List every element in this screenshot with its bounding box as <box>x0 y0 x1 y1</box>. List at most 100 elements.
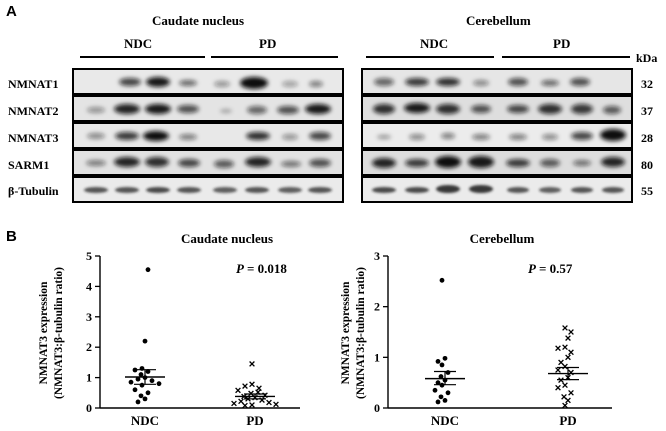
chart-caudate-pd-point <box>235 387 241 394</box>
chart-caudate-ylabel-line1: NMNAT3 expression <box>38 281 50 384</box>
chart-cerebellum-ndc-point <box>442 398 448 403</box>
chart-cerebellum-ylabel-line1: NMNAT3 expression <box>340 281 352 384</box>
chart-cerebellum-pd-point <box>562 402 568 409</box>
chart-caudate-ndc-point <box>135 399 141 405</box>
chart-caudate-pvalue-text: = 0.018 <box>247 261 287 276</box>
chart-caudate-pd-point <box>242 383 248 389</box>
chart-cerebellum-ndc-point <box>435 399 441 405</box>
chart-caudate-pd-point <box>248 390 254 397</box>
chart-caudate-ndc-point <box>139 382 145 388</box>
chart-caudate-pd-point <box>273 401 279 408</box>
chart-caudate-pd-point <box>249 381 255 388</box>
chart-cerebellum-pd-point <box>555 384 561 391</box>
chart-caudate-ndc-point <box>135 376 141 382</box>
chart-cerebellum-pvalue-symbol: P <box>528 261 537 276</box>
caudate-ndc-bar <box>80 56 205 58</box>
cerebellum-ndc-label: NDC <box>420 36 449 51</box>
chart-cerebellum-pd-point <box>565 354 571 361</box>
chart-caudate-ndc-point <box>149 378 155 384</box>
chart-cerebellum-pd-point <box>565 397 571 404</box>
chart-caudate-pd-point <box>238 398 244 405</box>
chart-cerebellum-ndc-point <box>439 277 445 283</box>
chart-caudate-ytick-label: 5 <box>86 249 92 263</box>
chart-cerebellum-pd-point <box>562 382 568 389</box>
chart-caudate-ndc-point <box>142 396 148 402</box>
cerebellum-blot-image <box>361 68 633 203</box>
row-label-nmnat1: NMNAT1 <box>8 77 59 91</box>
chart-cerebellum-ndc-point <box>432 387 438 393</box>
caudate-pd-label: PD <box>259 36 277 51</box>
chart-caudate-ndc-point <box>138 372 144 377</box>
caudate-pd-bar <box>211 56 338 58</box>
chart-caudate-ndc-point <box>156 381 162 387</box>
kda-beta-tubulin: 55 <box>641 184 653 198</box>
kda-nmnat3: 28 <box>641 131 653 145</box>
western-blot-images <box>72 68 633 203</box>
kda-sarm1: 80 <box>641 158 653 172</box>
chart-caudate-pvalue-symbol: P <box>236 261 245 276</box>
kda-header: kDa <box>636 51 658 65</box>
chart-cerebellum-pd-point <box>568 329 574 335</box>
chart-caudate-ndc-point <box>145 267 151 273</box>
caudate-blot-image <box>72 68 344 203</box>
cerebellum-pd-label: PD <box>553 36 571 51</box>
chart-cerebellum-pd-point <box>568 349 574 356</box>
chart-cerebellum-pd-point <box>562 344 568 351</box>
chart-cerebellum-pd-point <box>568 389 574 396</box>
chart-caudate-ndc-point <box>138 393 144 399</box>
chart-cerebellum-ndc-point <box>445 390 451 396</box>
kda-nmnat1: 32 <box>641 77 653 91</box>
row-label-nmnat3: NMNAT3 <box>8 131 59 145</box>
chart-cerebellum-title: Cerebellum <box>470 231 535 246</box>
chart-caudate-pd-point <box>242 402 248 409</box>
row-label-sarm1: SARM1 <box>8 158 50 172</box>
cerebellum-blot-title: Cerebellum <box>466 13 531 28</box>
chart-cerebellum-ytick-label: 0 <box>374 401 380 415</box>
panel-a-letter: A <box>6 3 17 20</box>
kda-nmnat2: 37 <box>641 104 653 118</box>
chart-cerebellum-pvalue-text: = 0.57 <box>539 261 573 276</box>
chart-caudate-title: Caudate nucleus <box>181 231 273 246</box>
chart-caudate-pd-point <box>266 399 272 406</box>
chart-caudate-ndc-point <box>145 390 151 396</box>
chart-cerebellum-ndc-point <box>445 370 451 375</box>
chart-cerebellum-ytick-label: 2 <box>374 300 380 314</box>
panel-b-letter: B <box>6 228 17 245</box>
chart-caudate-pvalue: P = 0.018 <box>236 261 287 276</box>
chart-cerebellum-ndc-point <box>439 362 445 368</box>
chart-caudate-xtick-ndc: NDC <box>131 413 159 428</box>
chart-cerebellum-xtick-pd: PD <box>559 413 576 428</box>
chart-cerebellum-pvalue: P = 0.57 <box>528 261 573 276</box>
row-label-beta-tubulin: β-Tubulin <box>8 184 59 198</box>
chart-caudate-ytick-label: 3 <box>86 310 92 324</box>
chart-cerebellum-ytick-label: 3 <box>374 249 380 263</box>
chart-cerebellum-pd-point <box>555 367 561 373</box>
caudate-blot-title: Caudate nucleus <box>152 13 245 28</box>
chart-caudate-ndc-point <box>132 387 138 393</box>
chart-caudate-ndc-point <box>145 369 151 374</box>
chart-cerebellum-pd-point <box>555 345 561 352</box>
chart-cerebellum-ndc-point <box>442 355 448 361</box>
chart-cerebellum-pd-point <box>562 363 568 370</box>
cerebellum-ndc-bar <box>366 56 494 58</box>
chart-cerebellum-ndc-point <box>438 374 444 379</box>
chart-caudate-ytick-label: 2 <box>86 340 92 354</box>
chart-caudate-ytick-label: 0 <box>86 401 92 415</box>
chart-caudate-pd-point <box>256 385 262 392</box>
chart-cerebellum-pd-point <box>565 335 571 341</box>
chart-cerebellum-ndc-point <box>435 380 441 386</box>
chart-caudate-ylabel-line2: (NMNAT3:β-tubulin ratio) <box>53 267 65 399</box>
chart-cerebellum-pd-point <box>558 359 564 366</box>
chart-caudate-pd-point <box>249 402 255 408</box>
row-label-nmnat2: NMNAT2 <box>8 104 59 118</box>
chart-caudate-ndc-point <box>142 338 148 344</box>
chart-cerebellum-xtick-ndc: NDC <box>431 413 459 428</box>
chart-cerebellum-pd-point <box>562 325 568 331</box>
chart-caudate-xtick-pd: PD <box>246 413 263 428</box>
chart-cerebellum-ndc-point <box>438 394 444 400</box>
chart-caudate-pd-point <box>249 361 255 367</box>
chart-cerebellum-ndc-point <box>435 358 441 364</box>
cerebellum-pd-bar <box>502 56 630 58</box>
chart-caudate-pd-point <box>231 400 237 407</box>
